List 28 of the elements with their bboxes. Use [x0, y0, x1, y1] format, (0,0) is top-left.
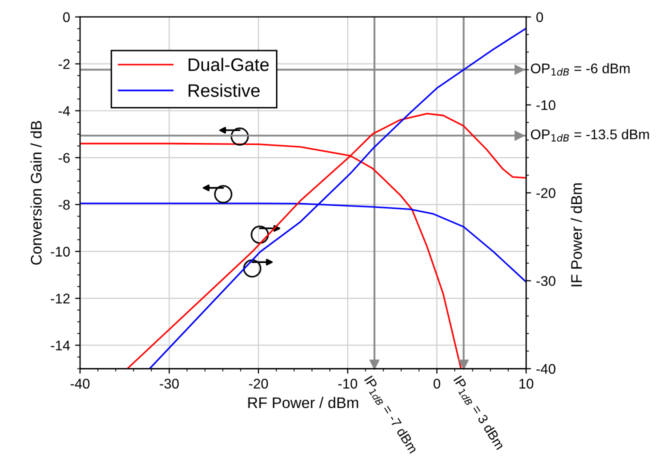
y-axis-title: Conversion Gain / dB	[30, 121, 42, 265]
y-tick-label: -4	[58, 106, 70, 116]
ref-line-label: OP$_{1dB}$ = -13.5 dBm	[530, 129, 649, 142]
y2-tick-label: 0	[536, 12, 544, 22]
x-tick-label: -30	[160, 378, 179, 389]
x-tick-label: -20	[249, 378, 268, 389]
y2-tick-label: -10	[536, 100, 556, 110]
y-tick-label: -8	[58, 200, 70, 210]
y-tick-label: -12	[50, 294, 70, 304]
x-tick-label: -40	[70, 378, 90, 389]
ref-line-label: IP$_{1dB}$ = -7 dBm	[362, 375, 418, 455]
y-tick-label: 0	[63, 12, 70, 22]
legend-label: Resistive	[188, 84, 260, 97]
x-axis-title: RF Power / dBm	[248, 396, 358, 408]
y-tick-label: -2	[58, 59, 70, 69]
ref-line-label: OP$_{1dB}$ = -6 dBm	[530, 63, 630, 76]
y2-axis-title: IF Power / dBm	[570, 183, 582, 286]
x-tick-label: 10	[519, 378, 534, 389]
y2-tick-label: -20	[536, 188, 556, 198]
y-tick-label: -6	[58, 152, 70, 163]
x-tick-label: 0	[434, 378, 440, 389]
x-tick-label: -10	[338, 378, 358, 389]
y-tick-label: -14	[50, 340, 70, 350]
y2-tick-label: -30	[536, 276, 556, 286]
legend-label: Dual-Gate	[188, 58, 269, 72]
y2-tick-label: -40	[536, 364, 556, 374]
y-tick-label: -10	[50, 246, 70, 257]
ref-line-label: IP$_{1dB}$ = 3 dBm	[452, 375, 506, 452]
